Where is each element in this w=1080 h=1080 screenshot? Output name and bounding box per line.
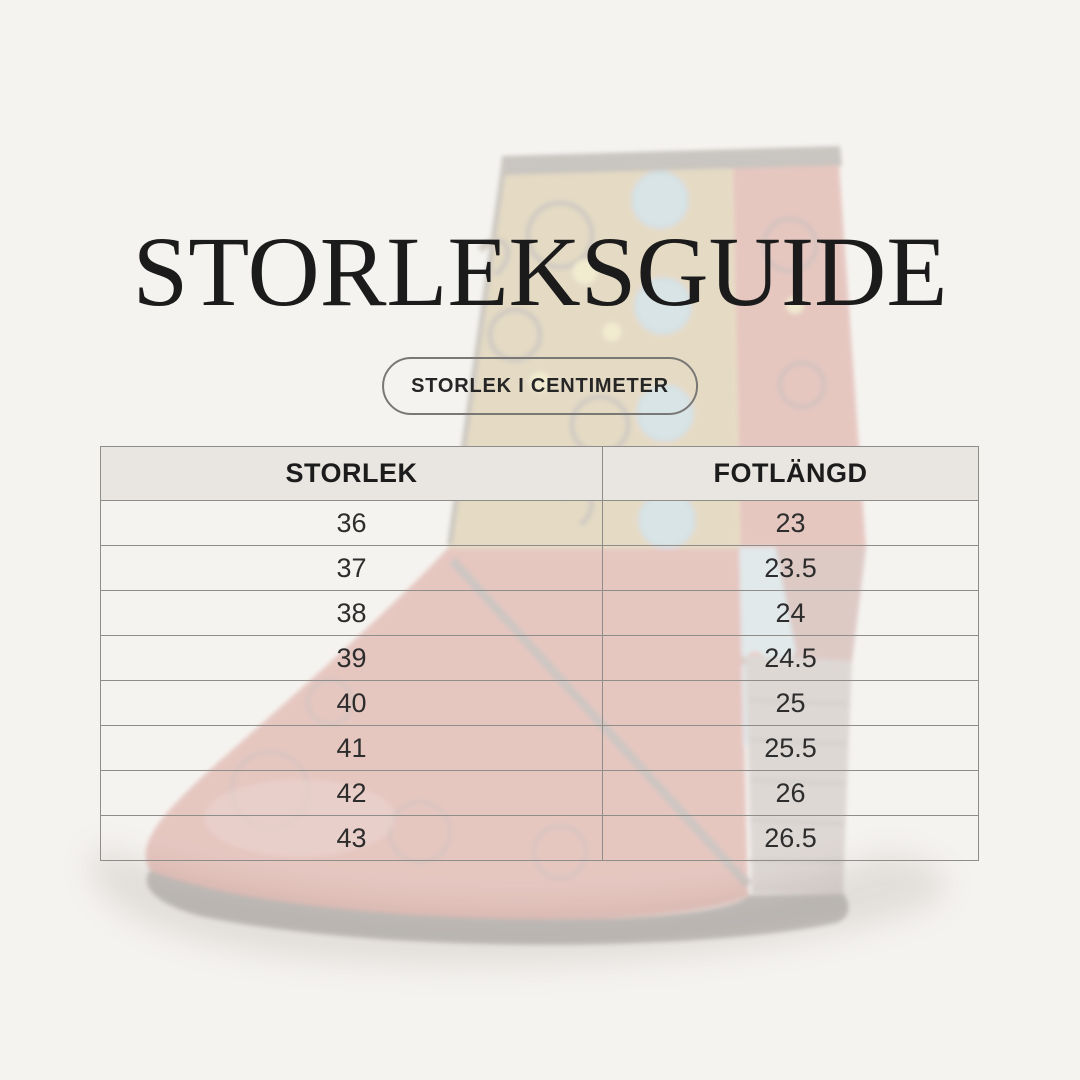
footlength-cell: 23.5 — [602, 545, 979, 591]
footlength-column-header: FOTLÄNGD — [602, 446, 979, 501]
unit-badge: STORLEK I CENTIMETER — [382, 357, 698, 415]
size-cell: 40 — [100, 680, 603, 726]
table-header-row: STORLEK FOTLÄNGD — [100, 446, 979, 501]
page-title: STORLEKSGUIDE — [132, 216, 948, 327]
size-column-header: STORLEK — [100, 446, 603, 501]
size-cell: 41 — [100, 725, 603, 771]
size-cell: 43 — [100, 815, 603, 861]
table-row: 43 26.5 — [100, 815, 979, 861]
table-row: 40 25 — [100, 680, 979, 726]
footlength-cell: 25 — [602, 680, 979, 726]
size-cell: 39 — [100, 635, 603, 681]
footlength-cell: 26.5 — [602, 815, 979, 861]
size-table-body: 36 23 37 23.5 38 24 39 24.5 40 25 41 25.5 42 26 43 26.5 — [100, 500, 979, 861]
size-cell: 36 — [100, 500, 603, 546]
table-row: 41 25.5 — [100, 725, 979, 771]
footlength-cell: 25.5 — [602, 725, 979, 771]
size-table: STORLEK FOTLÄNGD 36 23 37 23.5 38 24 39 24.5 40 2… — [100, 446, 979, 861]
size-cell: 38 — [100, 590, 603, 636]
unit-badge-label: STORLEK I CENTIMETER — [411, 375, 669, 397]
footlength-cell: 26 — [602, 770, 979, 816]
table-row: 39 24.5 — [100, 635, 979, 681]
table-row: 38 24 — [100, 590, 979, 636]
size-cell: 42 — [100, 770, 603, 816]
footlength-cell: 24 — [602, 590, 979, 636]
table-row: 42 26 — [100, 770, 979, 816]
table-row: 37 23.5 — [100, 545, 979, 591]
footlength-cell: 24.5 — [602, 635, 979, 681]
table-row: 36 23 — [100, 500, 979, 546]
size-cell: 37 — [100, 545, 603, 591]
footlength-cell: 23 — [602, 500, 979, 546]
